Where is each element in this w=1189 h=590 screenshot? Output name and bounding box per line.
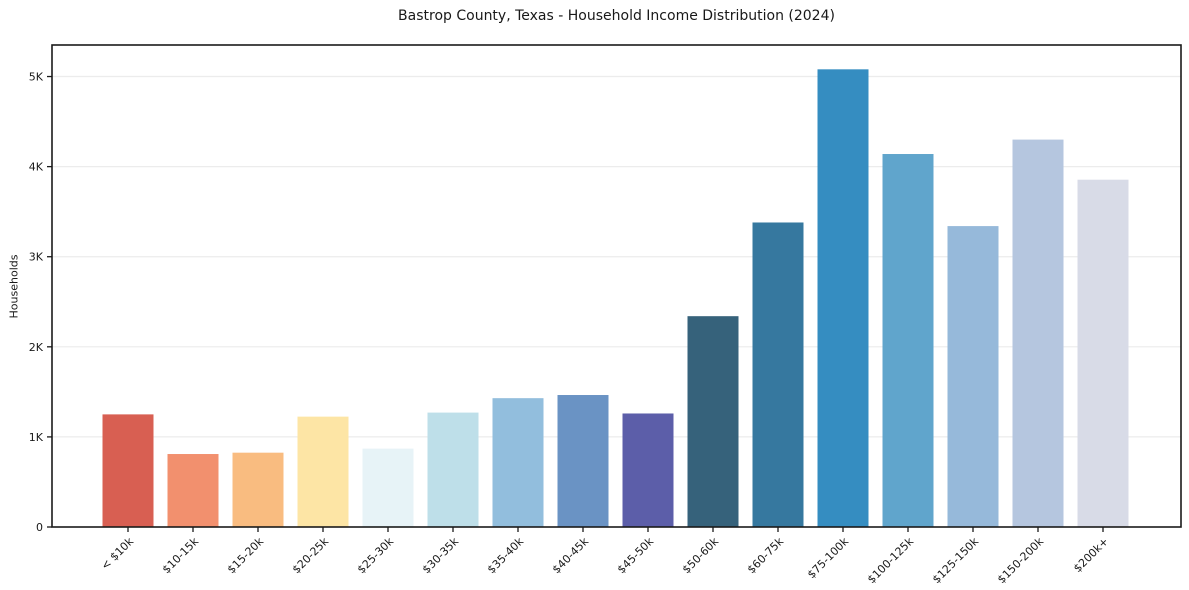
x-tick-label: $20-25k	[290, 534, 332, 576]
y-tick-label: 0	[36, 521, 43, 534]
bar	[427, 412, 479, 527]
chart-title: Bastrop County, Texas - Household Income…	[398, 8, 835, 24]
x-tick-label: $40-45k	[550, 534, 592, 576]
x-tick-label: $75-100k	[805, 534, 852, 581]
bar	[232, 452, 284, 527]
y-tick-label: 4K	[29, 161, 44, 174]
plot-border	[51, 44, 1182, 528]
x-tick-label: $10-15k	[160, 534, 202, 576]
bar	[102, 414, 154, 527]
x-tick-label: $25-30k	[355, 534, 397, 576]
bar	[622, 413, 674, 527]
bar	[492, 398, 544, 527]
y-tick-label: 1K	[29, 431, 44, 444]
bar	[752, 222, 804, 527]
bar	[687, 316, 739, 527]
bar	[882, 154, 934, 528]
y-tick-label: 2K	[29, 341, 44, 354]
x-tick-label: $125-150k	[930, 534, 982, 586]
x-tick-label: $100-125k	[865, 534, 917, 586]
x-tick-label: $30-35k	[420, 534, 462, 576]
bar	[167, 454, 219, 527]
plot-area	[52, 45, 1181, 527]
bar	[947, 226, 999, 528]
x-tick-label: $150-200k	[995, 534, 1047, 586]
y-tick-label: 3K	[29, 251, 44, 264]
x-tick-label: $45-50k	[615, 534, 657, 576]
x-tick-label: $50-60k	[680, 534, 722, 576]
x-tick-label: $35-40k	[485, 534, 527, 576]
y-tick-label: 5K	[29, 71, 44, 84]
bar	[557, 395, 609, 527]
x-tick-label: < $10k	[99, 534, 137, 572]
x-tick-label: $15-20k	[225, 534, 267, 576]
bar	[817, 69, 869, 528]
x-tick-label: $60-75k	[745, 534, 787, 576]
bar	[1077, 179, 1129, 528]
x-tick-label: $200k+	[1071, 535, 1111, 575]
bar	[1012, 139, 1064, 527]
bar	[362, 448, 414, 527]
bar	[297, 416, 349, 527]
